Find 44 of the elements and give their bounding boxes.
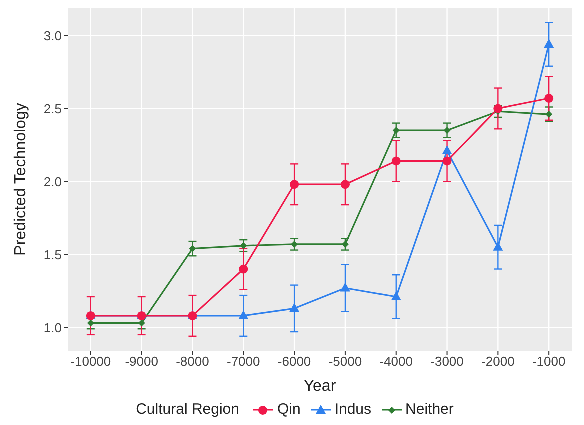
y-tick-label: 1.5: [44, 247, 62, 262]
point: [444, 127, 451, 134]
x-tick-label: -6000: [278, 354, 312, 370]
point: [291, 240, 298, 248]
point: [290, 303, 300, 312]
point: [342, 240, 349, 248]
point: [239, 264, 248, 274]
point: [442, 146, 452, 155]
x-tick-label: -10000: [70, 354, 112, 370]
legend-label: Neither: [406, 401, 454, 418]
x-tick-label: -1000: [532, 354, 566, 370]
point: [391, 291, 402, 300]
x-tick-label: -5000: [328, 354, 362, 370]
y-tick-label: 2.0: [44, 174, 62, 190]
x-axis-title: Year: [304, 378, 337, 395]
point: [189, 245, 196, 252]
legend-label: Indus: [334, 401, 372, 418]
point: [392, 127, 400, 134]
point: [494, 104, 503, 114]
point: [493, 242, 504, 251]
point: [340, 282, 350, 292]
point: [240, 242, 248, 250]
point: [87, 320, 94, 327]
x-tick-label: -7000: [227, 354, 260, 370]
y-tick-label: 1.0: [44, 320, 62, 336]
x-tick-label: -2000: [482, 354, 515, 370]
x-tick-label: -9000: [125, 354, 158, 370]
point: [238, 310, 249, 320]
point: [340, 180, 350, 190]
point: [290, 180, 300, 190]
x-tick-label: -3000: [430, 354, 464, 370]
y-axis-title: Predicted Technology: [12, 103, 30, 256]
y-tick-label: 3.0: [44, 28, 62, 44]
legend-label: Qin: [277, 401, 301, 418]
point: [544, 94, 554, 103]
x-tick-label: -4000: [380, 354, 413, 370]
point: [442, 156, 452, 166]
point: [138, 320, 146, 327]
point: [392, 156, 401, 166]
legend-title: Cultural Region: [136, 401, 240, 418]
point: [546, 111, 553, 118]
point: [544, 38, 554, 48]
y-tick-label: 2.5: [44, 101, 62, 116]
x-tick-label: -8000: [176, 354, 210, 370]
